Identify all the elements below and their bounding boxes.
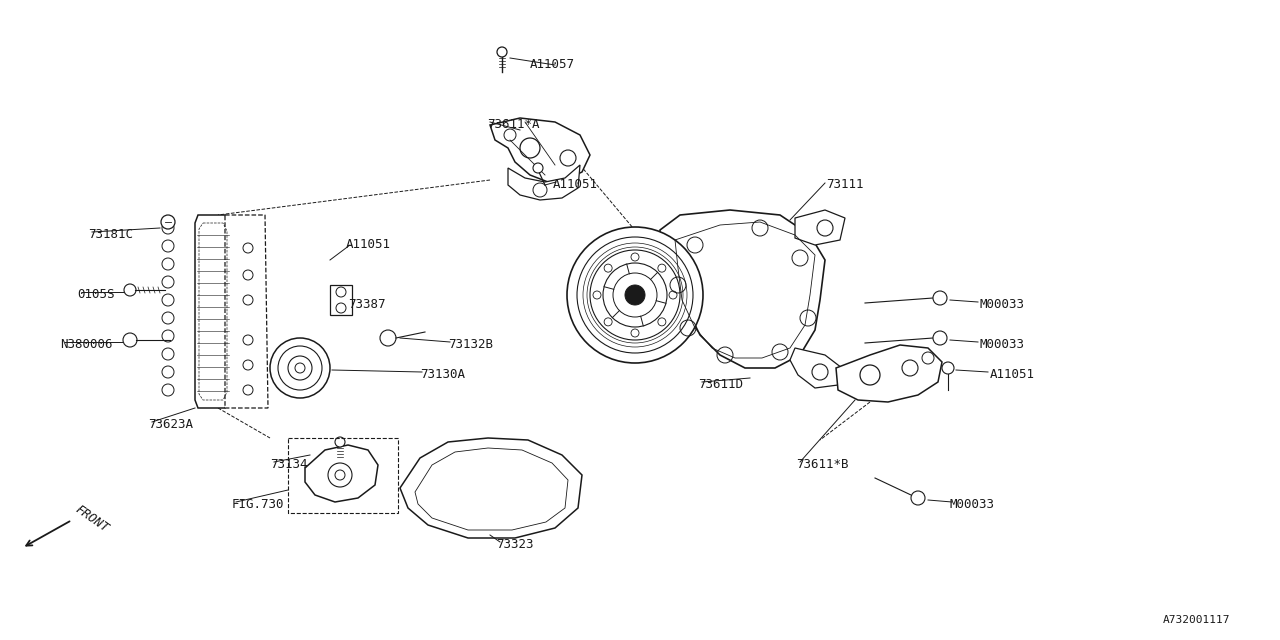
Circle shape — [335, 437, 346, 447]
Text: M00033: M00033 — [950, 498, 995, 511]
Text: 73387: 73387 — [348, 298, 385, 311]
Text: 73323: 73323 — [497, 538, 534, 551]
Polygon shape — [305, 445, 378, 502]
Circle shape — [243, 243, 253, 253]
Text: M00033: M00033 — [980, 298, 1025, 311]
Text: 73134: 73134 — [270, 458, 307, 471]
Text: 73611*B: 73611*B — [796, 458, 849, 471]
Circle shape — [294, 363, 305, 373]
Text: 73611D: 73611D — [698, 378, 742, 391]
Circle shape — [532, 163, 543, 173]
Circle shape — [243, 335, 253, 345]
Circle shape — [933, 331, 947, 345]
Polygon shape — [795, 210, 845, 245]
Text: N380006: N380006 — [60, 338, 113, 351]
Bar — [288, 438, 398, 513]
Polygon shape — [330, 285, 352, 315]
Polygon shape — [790, 348, 842, 388]
Circle shape — [161, 215, 175, 229]
Text: M00033: M00033 — [980, 338, 1025, 351]
Circle shape — [603, 263, 667, 327]
Text: A11057: A11057 — [530, 58, 575, 71]
Circle shape — [567, 227, 703, 363]
Text: A11051: A11051 — [346, 238, 390, 251]
Text: A732001117: A732001117 — [1162, 615, 1230, 625]
Text: FRONT: FRONT — [73, 503, 111, 535]
Text: 73623A: 73623A — [148, 418, 193, 431]
Text: A11051: A11051 — [553, 178, 598, 191]
Text: A11051: A11051 — [989, 368, 1036, 381]
Circle shape — [497, 47, 507, 57]
Circle shape — [243, 360, 253, 370]
Text: 73111: 73111 — [826, 178, 864, 191]
Circle shape — [625, 285, 645, 305]
Circle shape — [380, 330, 396, 346]
Polygon shape — [660, 210, 826, 368]
Circle shape — [270, 338, 330, 398]
Circle shape — [123, 333, 137, 347]
Polygon shape — [836, 345, 942, 402]
Text: 0105S: 0105S — [77, 288, 114, 301]
Circle shape — [335, 470, 346, 480]
Polygon shape — [225, 215, 268, 408]
Circle shape — [243, 295, 253, 305]
Polygon shape — [508, 165, 580, 200]
Text: 73132B: 73132B — [448, 338, 493, 351]
Circle shape — [911, 491, 925, 505]
Circle shape — [933, 291, 947, 305]
Polygon shape — [195, 215, 230, 408]
Text: 73181C: 73181C — [88, 228, 133, 241]
Circle shape — [124, 284, 136, 296]
Polygon shape — [399, 438, 582, 538]
Circle shape — [243, 385, 253, 395]
Polygon shape — [490, 118, 590, 182]
Circle shape — [243, 270, 253, 280]
Text: 73611*A: 73611*A — [486, 118, 539, 131]
Text: FIG.730: FIG.730 — [232, 498, 284, 511]
Circle shape — [942, 362, 954, 374]
Text: 73130A: 73130A — [420, 368, 465, 381]
